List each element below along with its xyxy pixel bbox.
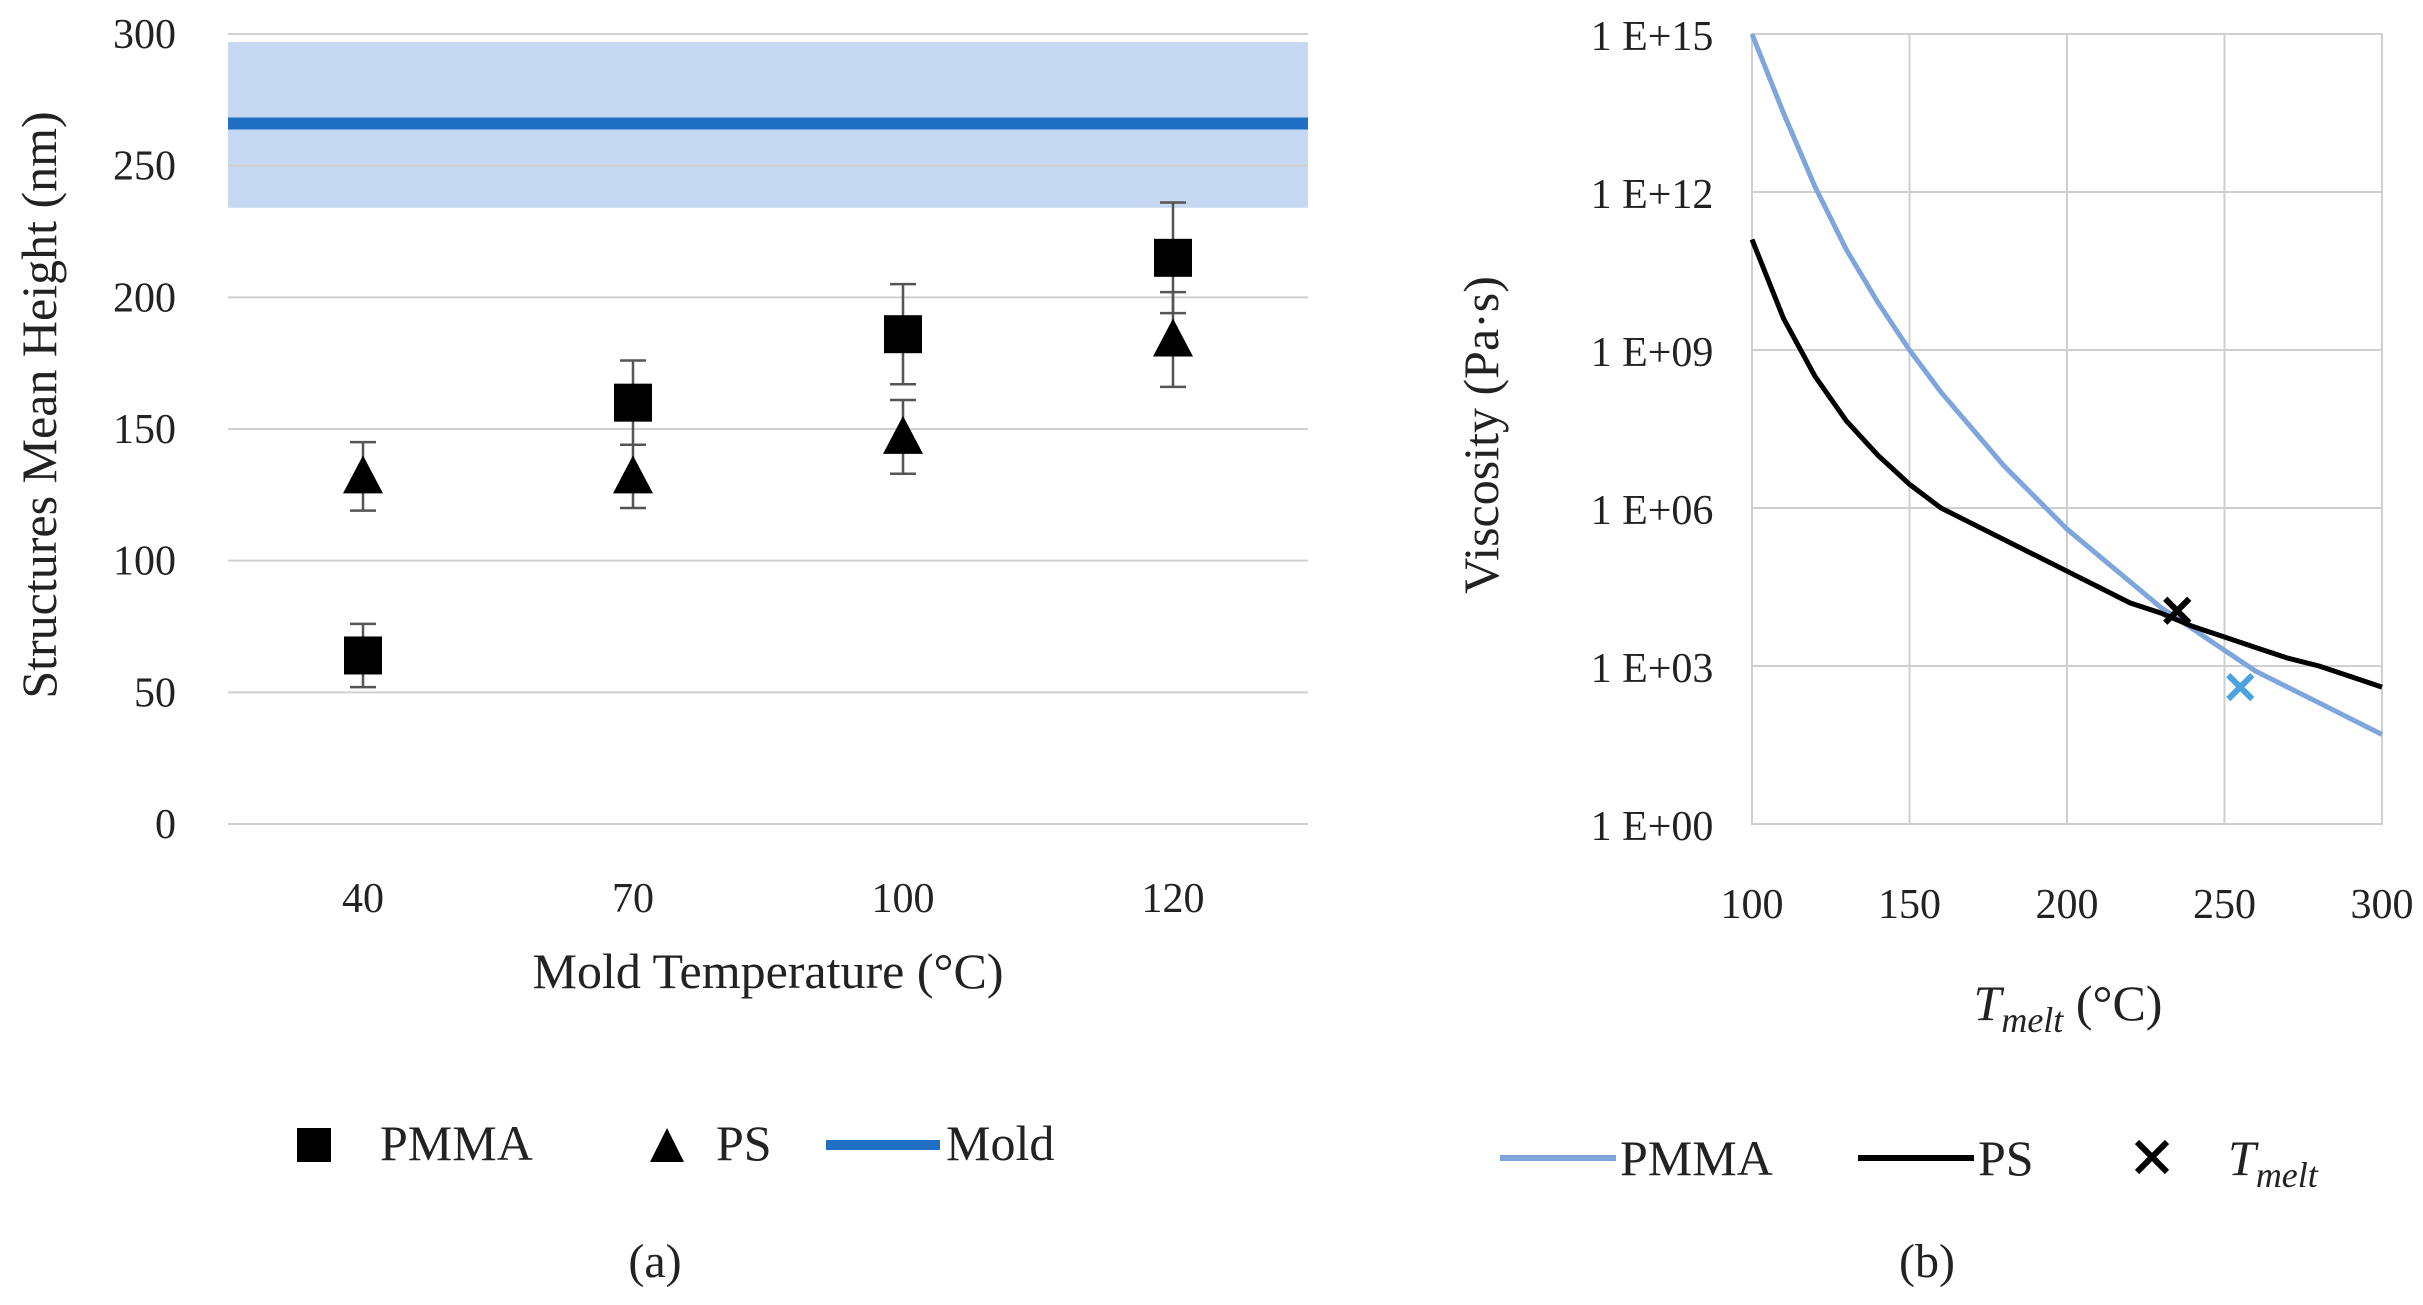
b-x-tick-label: 100 (1721, 882, 1784, 928)
b-gridlines (1751, 33, 2383, 825)
legend-ps-triangle-marker (650, 1128, 684, 1162)
b-y-tick-labels: 1 E+00 1 E+03 1 E+06 1 E+09 1 E+12 1 E+15 (1591, 14, 1714, 850)
a-gridlines (228, 33, 1308, 825)
a-y-tick-label: 250 (113, 144, 176, 190)
b-y-tick-label: 1 E+09 (1591, 330, 1714, 376)
a-y-tick-labels: 0 50 100 150 200 250 300 (113, 12, 176, 848)
b-y-tick-label: 1 E+12 (1591, 172, 1714, 218)
b-plot-frame (1751, 33, 2383, 825)
b-x-tick-label: 150 (1878, 882, 1941, 928)
x-marker-stroke (2226, 672, 2255, 702)
a-y-tick-label: 300 (113, 12, 176, 58)
panel-b-label: (b) (1899, 1235, 1955, 1288)
b-x-tick-label: 300 (2351, 882, 2414, 928)
ps-point (613, 455, 653, 494)
legend-b-ps-label: PS (1978, 1130, 2034, 1186)
legend-pmma-square-marker (297, 1128, 331, 1162)
b-x-tick-labels: 100 150 200 250 300 (1721, 882, 2414, 928)
ps-tmelt-x-marker (2163, 596, 2192, 625)
pmma-point (1154, 238, 1192, 277)
a-x-tick-label: 70 (612, 876, 654, 922)
a-y-tick-label: 150 (113, 407, 176, 453)
b-x-axis-title: Tmelt (°C) (1974, 975, 2163, 1040)
legend-ps-label: PS (716, 1115, 772, 1171)
b-tmelt-markers (2163, 596, 2255, 702)
a-y-tick-label: 0 (155, 802, 176, 848)
b-y-tick-label: 1 E+03 (1591, 646, 1714, 692)
panel-a: 0 50 100 150 200 250 300 40 70 100 120 Structures… (11, 12, 1308, 1288)
ps-point (883, 415, 923, 454)
a-legend: PMMA PS Mold (297, 1115, 1054, 1171)
b-y-axis-title: Viscosity (Pa·s) (1453, 276, 1509, 594)
pmma-point (344, 636, 382, 675)
pmma-tmelt-x-marker (2226, 672, 2255, 702)
panel-a-label: (a) (628, 1235, 681, 1288)
b-x-tick-label: 200 (2036, 882, 2099, 928)
legend-pmma-label: PMMA (380, 1115, 533, 1171)
b-x-tick-label: 250 (2193, 882, 2256, 928)
x-marker-stroke (2163, 596, 2192, 625)
a-data-marks (343, 201, 1193, 689)
a-x-tick-label: 120 (1142, 876, 1205, 922)
b-legend: PMMA PS Tmelt (1500, 1130, 2319, 1195)
legend-tmelt-label: Tmelt (2228, 1130, 2319, 1195)
legend-b-pmma-label: PMMA (1620, 1130, 1773, 1186)
a-y-tick-label: 100 (113, 539, 176, 585)
legend-tmelt-x-marker (2134, 1139, 2170, 1175)
a-y-axis-title: Structures Mean Height (nm) (11, 111, 67, 698)
a-y-tick-label: 50 (134, 670, 176, 716)
b-y-tick-label: 1 E+15 (1591, 14, 1714, 60)
legend-mold-label: Mold (946, 1115, 1054, 1171)
pmma-point (884, 315, 922, 354)
pmma-point (614, 383, 652, 422)
a-y-tick-label: 200 (113, 275, 176, 321)
ps-viscosity-curve (1749, 238, 2383, 690)
a-x-tick-label: 100 (872, 876, 935, 922)
pmma-viscosity-curve (1749, 33, 2384, 737)
b-y-tick-label: 1 E+06 (1591, 488, 1714, 534)
a-x-axis-title: Mold Temperature (°C) (533, 943, 1004, 999)
a-x-tick-label: 40 (342, 876, 384, 922)
ps-point (1153, 318, 1193, 357)
b-y-tick-label: 1 E+00 (1591, 804, 1714, 850)
ps-point (343, 455, 383, 494)
a-x-tick-labels: 40 70 100 120 (342, 876, 1205, 922)
panel-b: 1 E+00 1 E+03 1 E+06 1 E+09 1 E+12 1 E+15 100… (1453, 14, 2414, 1288)
